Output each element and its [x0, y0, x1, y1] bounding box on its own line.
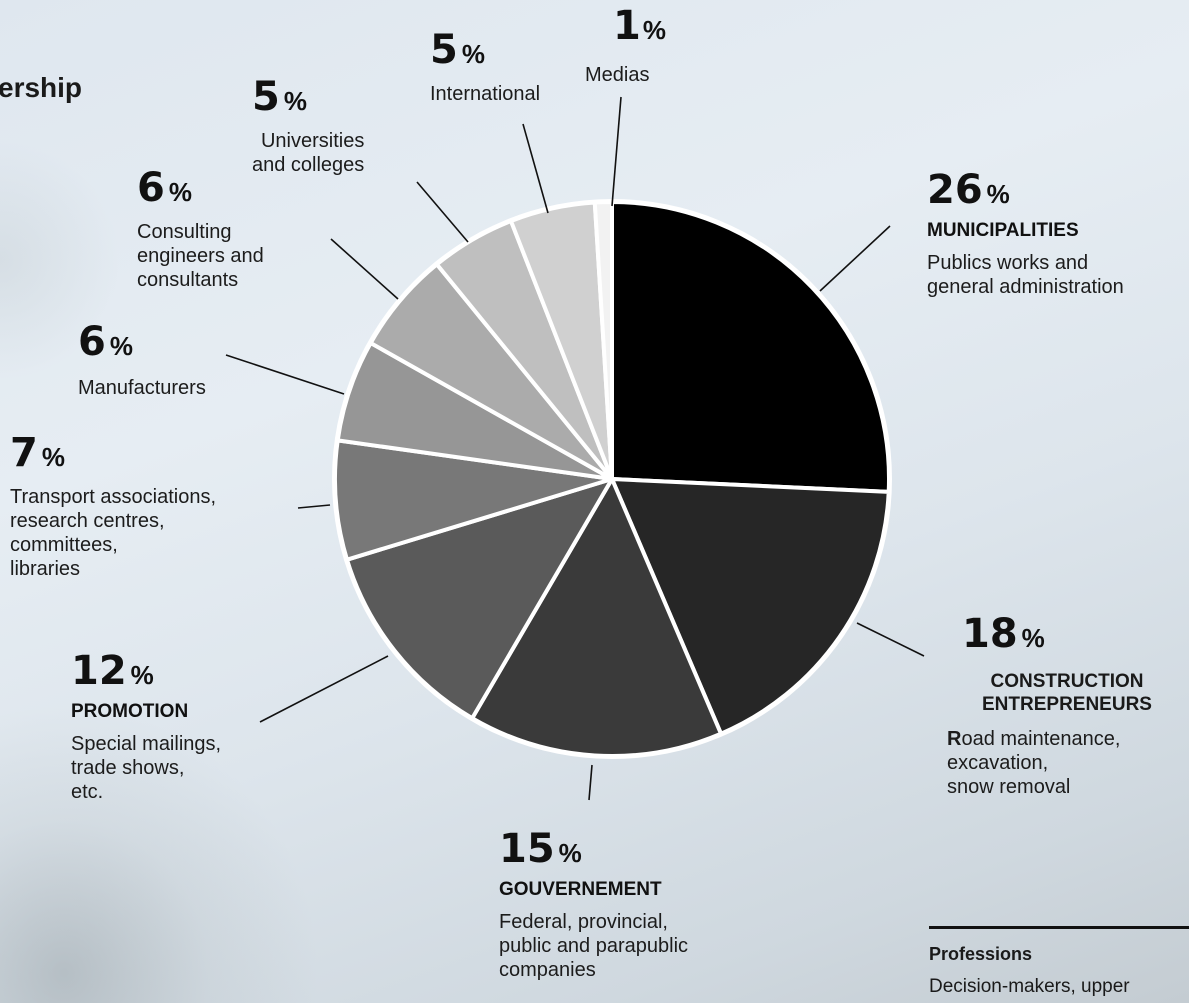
footer-title: Professions	[929, 944, 1033, 964]
label-consulting: 6% Consulting engineers and consultants	[137, 168, 264, 292]
category-municipalities: MUNICIPALITIES	[927, 220, 1079, 241]
desc-construction: Road maintenance, excavation, snow remov…	[947, 728, 1121, 798]
label-municipalities: 26% MUNICIPALITIES Publics works and gen…	[927, 170, 1124, 299]
desc-universities: Universities and colleges	[252, 130, 365, 176]
footer-text: Decision-makers, upper	[929, 976, 1130, 997]
pie-slice-construction	[610, 477, 891, 736]
leader-line-manufacturers	[225, 354, 345, 395]
pct-transport: 7%	[10, 430, 65, 476]
pct-municipalities: 26%	[927, 167, 1010, 213]
category-promotion: PROMOTION	[71, 701, 189, 722]
pct-consulting: 6%	[137, 165, 192, 211]
desc-consulting: Consulting engineers and consultants	[137, 221, 264, 291]
leader-line-municipalities	[819, 225, 891, 292]
leader-line-gouvernement	[588, 764, 593, 801]
leader-line-medias	[611, 96, 622, 207]
pct-construction: 18%	[962, 611, 1045, 657]
background-haze	[0, 703, 320, 1003]
desc-promotion: Special mailings, trade shows, etc.	[71, 732, 222, 803]
category-construction: CONSTRUCTION ENTREPRENEURS	[982, 671, 1152, 715]
leader-line-universities	[416, 181, 469, 243]
leader-line-international	[522, 123, 549, 214]
leader-line-promotion	[259, 655, 389, 723]
footer-rule	[929, 926, 1189, 929]
label-gouvernement: 15% GOUVERNEMENT Federal, provincial, pu…	[499, 829, 688, 982]
leader-line-transport	[297, 504, 331, 509]
pct-international: 5%	[430, 27, 485, 73]
desc-municipalities: Publics works and general administration	[927, 251, 1124, 298]
section-heading: ership	[0, 72, 83, 103]
pie-slice-municipalities	[610, 200, 892, 494]
pct-universities: 5%	[252, 74, 307, 120]
category-gouvernement: GOUVERNEMENT	[499, 879, 662, 900]
desc-manufacturers: Manufacturers	[78, 377, 206, 399]
pct-medias: 1%	[613, 3, 666, 49]
label-construction: 18%	[962, 614, 1045, 654]
pct-gouvernement: 15%	[499, 826, 582, 872]
pie-slice-promotion	[345, 477, 614, 721]
label-universities: 5% Universities and colleges	[252, 77, 364, 177]
leader-line-consulting	[330, 238, 399, 300]
desc-gouvernement: Federal, provincial, public and parapubl…	[499, 910, 689, 981]
desc-transport: Transport associations, research centres…	[10, 486, 217, 580]
background-haze-left	[0, 140, 120, 380]
label-manufacturers: 6% Manufacturers	[78, 322, 206, 400]
desc-international: International	[430, 83, 541, 105]
label-international: 5% International	[430, 30, 540, 106]
desc-medias: Medias	[585, 64, 650, 86]
label-promotion: 12% PROMOTION Special mailings, trade sh…	[71, 651, 221, 804]
label-transport: 7% Transport associations, research cent…	[10, 433, 216, 581]
leader-line-construction	[856, 622, 925, 657]
pct-manufacturers: 6%	[78, 319, 133, 365]
label-medias: 1%	[613, 6, 666, 46]
pie-slice-gouvernement	[470, 477, 723, 758]
pct-promotion: 12%	[71, 648, 154, 694]
